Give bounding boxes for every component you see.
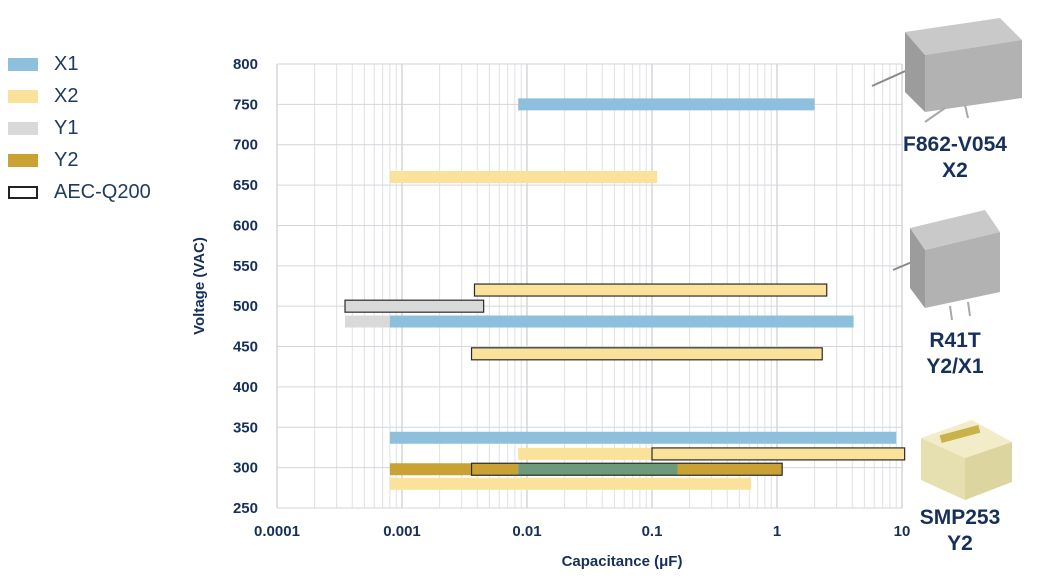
legend-swatch-x2 [8, 89, 38, 103]
range-bar-y2 [389, 463, 519, 476]
product-type-smp253: Y2 [947, 532, 973, 555]
legend-swatch-y2 [8, 153, 38, 167]
product-type-r41t: Y2/X1 [926, 355, 984, 378]
legend-item-y1: Y1 [8, 112, 151, 144]
range-bar-x1 [518, 98, 815, 111]
range-bar-x1-y2 [518, 463, 678, 476]
y-axis-title: Voltage (VAC) [191, 237, 208, 335]
y-tick-label: 300 [233, 460, 258, 477]
range-bar-x1 [389, 315, 854, 328]
aec-q200-outline-x2 [473, 283, 828, 297]
legend-item-x1: X1 [8, 48, 151, 80]
aec-q200-outline-y2 [470, 462, 783, 476]
legend-label-aec-q200: AEC-Q200 [54, 180, 151, 203]
legend-label-x2: X2 [54, 84, 79, 107]
legend-label-x1: X1 [54, 52, 79, 75]
x-tick-label: 0.001 [383, 523, 421, 540]
x-tick-label: 0.0001 [254, 523, 300, 540]
legend-item-x2: X2 [8, 80, 151, 112]
range-bar-x1 [389, 431, 897, 444]
product-name-f862: F862-V054 [903, 133, 1007, 156]
capacitor-image-r41t [892, 210, 1000, 321]
x-tick-label: 0.01 [512, 523, 541, 540]
aec-q200-outline-x2 [651, 447, 906, 461]
aec-q200-outline-x2 [470, 347, 823, 361]
y-tick-label: 700 [233, 137, 258, 154]
range-bar-x2 [389, 477, 752, 490]
y-tick-label: 800 [233, 56, 258, 73]
range-bar-y2 [677, 463, 783, 476]
y-tick-label: 750 [233, 96, 258, 113]
capacitor-image-f862 [871, 18, 1022, 123]
range-bar-x2 [474, 284, 827, 297]
x-tick-label: 1 [773, 523, 781, 540]
y-tick-label: 450 [233, 339, 258, 356]
legend-swatch-x1 [8, 57, 38, 71]
aec-q200-outlines [344, 283, 906, 476]
product-name-smp253: SMP253 [919, 506, 1001, 529]
legend-item-aec-q200: AEC-Q200 [8, 176, 151, 208]
x-axis-title: Capacitance (μF) [562, 553, 683, 570]
product-label-r41t: R41T Y2/X1 [890, 328, 1020, 380]
range-bar-x2 [518, 447, 652, 460]
range-bar-x2 [652, 447, 905, 460]
legend-swatch-aec-q200 [8, 185, 38, 199]
range-bar-x2 [389, 171, 658, 184]
legend-item-y2: Y2 [8, 144, 151, 176]
product-type-f862: X2 [942, 159, 968, 182]
legend-swatch-y1 [8, 121, 38, 135]
aec-q200-outline-y1 [344, 299, 485, 313]
range-bar-y1 [345, 300, 484, 313]
range-bars [345, 98, 905, 490]
capacitor-image-smp253 [921, 420, 1012, 500]
x-tick-label: 10 [894, 523, 911, 540]
product-label-f862: F862-V054 X2 [890, 132, 1020, 184]
range-bar-x2 [471, 347, 823, 360]
range-bar-y1 [345, 315, 390, 328]
y-tick-label: 550 [233, 258, 258, 275]
y-tick-label: 350 [233, 419, 258, 436]
product-name-r41t: R41T [929, 329, 981, 352]
y-tick-label: 500 [233, 298, 258, 315]
x-tick-label: 0.1 [642, 523, 663, 540]
product-label-smp253: SMP253 Y2 [895, 505, 1025, 557]
y-tick-label: 600 [233, 217, 258, 234]
tick-labels: 250 300 350 400 450 500 550 600 650 700 750 800 0.00… [233, 56, 910, 540]
legend-label-y2: Y2 [54, 148, 79, 171]
y-tick-label: 400 [233, 379, 258, 396]
y-tick-label: 250 [233, 500, 258, 517]
y-tick-label: 650 [233, 177, 258, 194]
legend: X1 X2 Y1 Y2 AEC-Q200 [8, 48, 151, 208]
legend-label-y1: Y1 [54, 116, 79, 139]
